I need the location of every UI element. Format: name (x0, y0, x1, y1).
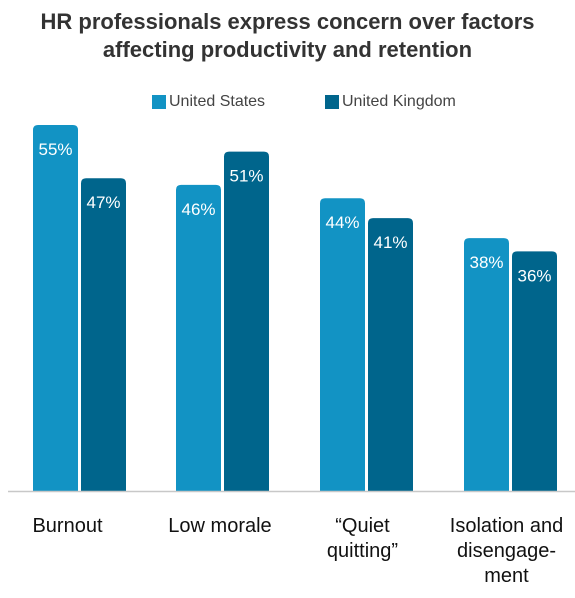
legend-item-united-states: United States (152, 93, 265, 111)
data-label-united-kingdom-2: 51% (229, 167, 263, 186)
data-label-united-states-3: 44% (325, 213, 359, 232)
data-label-united-states-1: 55% (38, 140, 72, 159)
data-label-united-kingdom-3: 41% (373, 233, 407, 252)
bar-united-kingdom-2 (224, 151, 269, 492)
bar-united-kingdom-4 (512, 251, 557, 491)
legend-item-united-kingdom: United Kingdom (325, 93, 456, 111)
bar-united-states-3 (320, 198, 365, 491)
bar-united-states-4 (464, 238, 509, 491)
legend-swatch-united-kingdom (325, 95, 339, 109)
category-label-low-morale: Low morale (168, 515, 272, 537)
chart-title: HR professionals express concern over fa… (0, 8, 575, 64)
legend-label-united-states: United States (169, 93, 266, 110)
legend-swatch-united-states (152, 95, 166, 109)
data-label-united-kingdom-4: 36% (517, 266, 551, 285)
legend-label-united-kingdom: United Kingdom (342, 93, 456, 110)
bar-united-kingdom-3 (368, 218, 413, 491)
chart-title-line-2: affecting productivity and retention (102, 37, 473, 62)
chart-legend: United States United Kingdom (0, 93, 575, 113)
category-label-burnout: Burnout (32, 515, 103, 537)
data-label-united-states-4: 38% (469, 253, 503, 272)
bar-united-kingdom-1 (81, 178, 126, 491)
bar-united-states-1 (33, 125, 78, 491)
category-label-quiet-quitting: “Quiet quitting” (326, 515, 399, 562)
category-label-isolation: Isolation and disengage- ment (449, 515, 564, 587)
data-label-united-kingdom-1: 47% (86, 193, 120, 212)
data-label-united-states-2: 46% (181, 200, 215, 219)
bar-united-states-2 (176, 184, 221, 491)
chart-title-line-1: HR professionals express concern over fa… (40, 9, 535, 34)
